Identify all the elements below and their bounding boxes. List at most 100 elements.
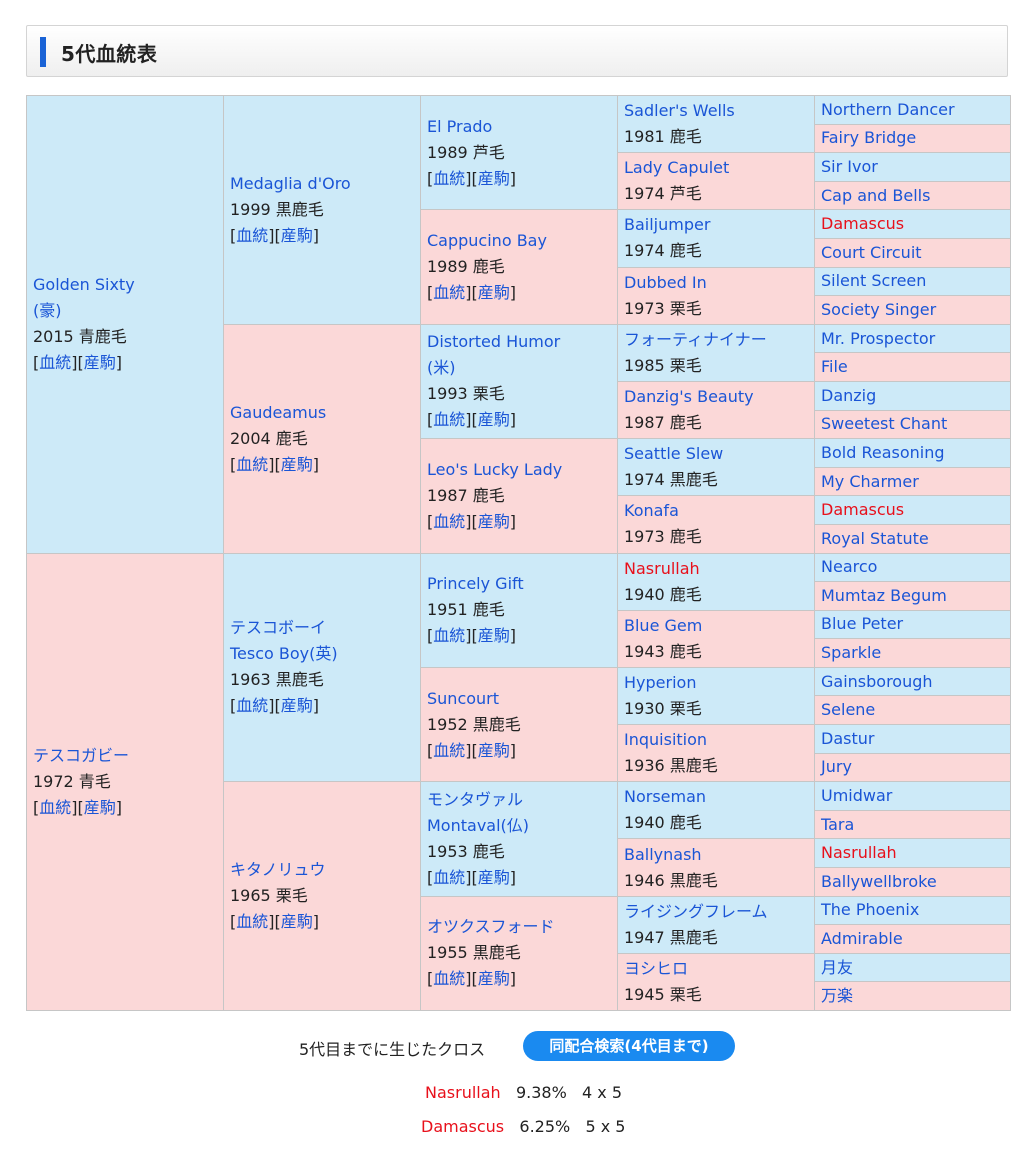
pedigree-link[interactable]: 血統 xyxy=(433,168,466,188)
pedigree-link[interactable]: 血統 xyxy=(39,353,72,373)
pedigree-link[interactable]: 血統 xyxy=(236,696,269,716)
horse-name-link[interactable]: Sparkle xyxy=(821,643,882,663)
progeny-link[interactable]: 産駒 xyxy=(477,867,510,887)
horse-name-link[interactable]: テスコガビー xyxy=(33,745,130,765)
horse-name-link[interactable]: Fairy Bridge xyxy=(821,128,917,148)
horse-name-link[interactable]: オツクスフォード xyxy=(427,917,555,937)
horse-name-link[interactable]: Ballywellbroke xyxy=(821,871,937,891)
horse-name-link[interactable]: Blue Peter xyxy=(821,614,904,634)
horse-name-link[interactable]: 月友 xyxy=(821,957,854,977)
horse-name-link[interactable]: El Prado xyxy=(427,116,493,136)
horse-name-link[interactable]: Dubbed In xyxy=(624,272,707,292)
pedigree-link[interactable]: 血統 xyxy=(236,225,269,245)
pedigree-cell-gen1: Golden Sixty (豪) 2015 青鹿毛 [血統][産駒] xyxy=(26,95,224,554)
horse-name-link[interactable]: Gainsborough xyxy=(821,671,933,691)
horse-name-link[interactable]: Medaglia d'Oro xyxy=(230,173,351,193)
horse-name-link[interactable]: モンタヴァル xyxy=(427,789,524,809)
same-mating-search-button[interactable]: 同配合検索(4代目まで) xyxy=(523,1031,735,1061)
horse-name-link[interactable]: Sadler's Wells xyxy=(624,101,735,121)
progeny-link[interactable]: 産駒 xyxy=(477,969,510,989)
horse-name-link[interactable]: Nasrullah xyxy=(624,558,700,578)
pedigree-cell-gen5: Cap and Bells xyxy=(814,180,1011,211)
pedigree-link[interactable]: 血統 xyxy=(433,969,466,989)
horse-name-sub-link[interactable]: Montaval(仏) xyxy=(427,815,530,835)
progeny-link[interactable]: 産駒 xyxy=(477,626,510,646)
horse-name-link[interactable]: Damascus xyxy=(821,500,905,520)
horse-name-link[interactable]: Princely Gift xyxy=(427,574,524,594)
horse-name-link[interactable]: Distorted Humor xyxy=(427,332,561,352)
pedigree-link[interactable]: 血統 xyxy=(433,740,466,760)
horse-name-link[interactable]: Hyperion xyxy=(624,672,697,692)
horse-name-link[interactable]: Mumtaz Begum xyxy=(821,585,947,605)
pedigree-link[interactable]: 血統 xyxy=(433,626,466,646)
progeny-link[interactable]: 産駒 xyxy=(83,797,116,817)
horse-name-link[interactable]: Northern Dancer xyxy=(821,99,955,119)
horse-name-link[interactable]: フォーティナイナー xyxy=(624,329,767,349)
horse-name-link[interactable]: Bailjumper xyxy=(624,215,711,235)
horse-name-link[interactable]: Cappucino Bay xyxy=(427,231,547,251)
pedigree-link[interactable]: 血統 xyxy=(433,283,466,303)
progeny-link[interactable]: 産駒 xyxy=(83,353,116,373)
cross-horse-link[interactable]: Nasrullah xyxy=(425,1083,501,1102)
horse-name-link[interactable]: Tara xyxy=(821,814,855,834)
progeny-link[interactable]: 産駒 xyxy=(477,283,510,303)
horse-name-link[interactable]: Suncourt xyxy=(427,688,500,708)
horse-name-link[interactable]: Seattle Slew xyxy=(624,444,724,464)
horse-name-link[interactable]: Danzig xyxy=(821,385,877,405)
horse-name-link[interactable]: Mr. Prospector xyxy=(821,328,936,348)
horse-name-sub-link[interactable]: (豪) xyxy=(33,301,62,321)
horse-name-link[interactable]: Danzig's Beauty xyxy=(624,387,754,407)
horse-name-link[interactable]: Norseman xyxy=(624,787,707,807)
horse-name-link[interactable]: Silent Screen xyxy=(821,271,927,291)
horse-name-link[interactable]: Bold Reasoning xyxy=(821,442,945,462)
horse-name-link[interactable]: Selene xyxy=(821,700,876,720)
progeny-link[interactable]: 産駒 xyxy=(280,454,313,474)
progeny-link[interactable]: 産駒 xyxy=(477,740,510,760)
horse-name-link[interactable]: ライジングフレーム xyxy=(624,901,768,921)
horse-name-link[interactable]: テスコボーイ xyxy=(230,618,327,638)
horse-name-link[interactable]: ヨシヒロ xyxy=(624,958,689,978)
horse-name-link[interactable]: Ballynash xyxy=(624,844,702,864)
progeny-link[interactable]: 産駒 xyxy=(280,225,313,245)
horse-name-link[interactable]: 万楽 xyxy=(821,986,854,1006)
horse-name-link[interactable]: Golden Sixty xyxy=(33,275,135,295)
horse-name-link[interactable]: Inquisition xyxy=(624,730,708,750)
horse-name-link[interactable]: Damascus xyxy=(821,214,905,234)
horse-name-link[interactable]: Sir Ivor xyxy=(821,156,878,176)
horse-name-link[interactable]: Royal Statute xyxy=(821,528,929,548)
progeny-link[interactable]: 産駒 xyxy=(280,696,313,716)
horse-name-link[interactable]: Court Circuit xyxy=(821,242,922,262)
cross-horse-link[interactable]: Damascus xyxy=(421,1117,505,1136)
pedigree-link[interactable]: 血統 xyxy=(39,797,72,817)
horse-name-link[interactable]: キタノリュウ xyxy=(230,860,326,880)
horse-name-link[interactable]: Konafa xyxy=(624,501,679,521)
horse-name-sub-link[interactable]: Tesco Boy(英) xyxy=(230,644,338,664)
pedigree-link[interactable]: 血統 xyxy=(433,511,466,531)
horse-name-link[interactable]: Lady Capulet xyxy=(624,158,730,178)
pedigree-cell-gen4: Seattle Slew 1974 黒鹿毛 xyxy=(617,438,815,497)
horse-name-link[interactable]: Society Singer xyxy=(821,299,937,319)
horse-name-link[interactable]: Blue Gem xyxy=(624,615,703,635)
horse-name-link[interactable]: Dastur xyxy=(821,728,875,748)
progeny-link[interactable]: 産駒 xyxy=(477,410,510,430)
pedigree-link[interactable]: 血統 xyxy=(433,410,466,430)
horse-name-link[interactable]: Gaudeamus xyxy=(230,402,327,422)
progeny-link[interactable]: 産駒 xyxy=(477,168,510,188)
progeny-link[interactable]: 産駒 xyxy=(477,511,510,531)
pedigree-link[interactable]: 血統 xyxy=(236,912,269,932)
horse-name-sub-link[interactable]: (米) xyxy=(427,358,456,378)
horse-name-link[interactable]: My Charmer xyxy=(821,471,919,491)
progeny-link[interactable]: 産駒 xyxy=(280,912,313,932)
horse-name-link[interactable]: Umidwar xyxy=(821,786,893,806)
horse-name-link[interactable]: Admirable xyxy=(821,929,903,949)
horse-name-link[interactable]: Leo's Lucky Lady xyxy=(427,459,563,479)
horse-name-link[interactable]: Jury xyxy=(821,757,852,777)
horse-name-link[interactable]: Nearco xyxy=(821,557,878,577)
pedigree-link[interactable]: 血統 xyxy=(236,454,269,474)
horse-name-link[interactable]: Cap and Bells xyxy=(821,185,931,205)
horse-name-link[interactable]: Nasrullah xyxy=(821,843,897,863)
horse-name-link[interactable]: Sweetest Chant xyxy=(821,414,948,434)
pedigree-link[interactable]: 血統 xyxy=(433,867,466,887)
horse-name-link[interactable]: The Phoenix xyxy=(821,900,920,920)
horse-name-link[interactable]: File xyxy=(821,357,848,377)
